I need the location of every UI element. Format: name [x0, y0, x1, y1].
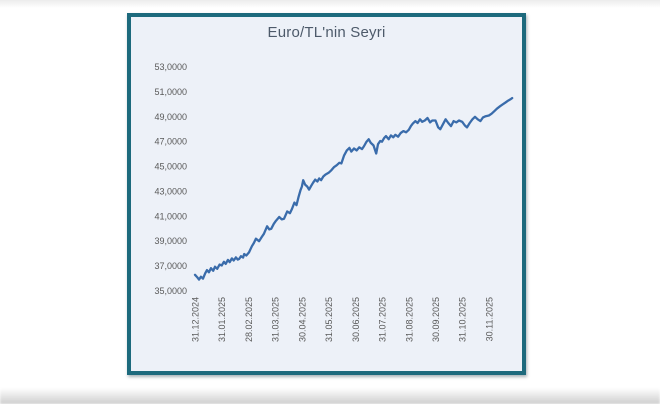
y-axis-tick-label: 47,0000: [154, 137, 187, 147]
x-axis-tick-label: 28.02.2025: [244, 297, 254, 342]
top-shadow: [0, 0, 660, 8]
x-axis-tick-label: 31.03.2025: [271, 297, 281, 342]
y-axis-tick-label: 49,0000: [154, 112, 187, 122]
x-axis-tick-label: 31.10.2025: [458, 297, 468, 342]
x-axis-tick-label: 31.07.2025: [378, 297, 388, 342]
x-axis-tick-label: 30.04.2025: [297, 297, 307, 342]
bottom-shadow: [0, 388, 660, 404]
line-series: [193, 96, 514, 281]
y-axis-tick-label: 51,0000: [154, 87, 187, 97]
y-axis-tick-label: 53,0000: [154, 62, 187, 72]
x-axis-tick-label: 31.08.2025: [404, 297, 414, 342]
x-axis-tick-label: 30.11.2025: [484, 297, 494, 341]
x-axis-tick-label: 30.06.2025: [351, 297, 361, 342]
y-axis-tick-label: 45,0000: [154, 162, 187, 172]
y-axis-tick-label: 37,0000: [154, 261, 187, 271]
chart-container: Euro/TL'nin Seyri 53,0000 51,0000 49,0000 4…: [127, 13, 526, 375]
line-chart-plot: 53,0000 51,0000 49,0000 47,0000 45,0000 43,00…: [154, 62, 514, 342]
y-axis-tick-label: 39,0000: [154, 236, 187, 246]
y-axis-tick-label: 35,0000: [154, 286, 187, 296]
x-axis-tick-label: 31.12.2024: [191, 297, 201, 342]
chart-title: Euro/TL'nin Seyri: [267, 24, 386, 41]
y-axis-tick-label: 43,0000: [154, 186, 187, 196]
x-axis-tick-label: 31.05.2025: [324, 297, 334, 342]
x-axis-tick-label: 31.01.2025: [217, 297, 227, 342]
x-axis-tick-label: 30.09.2025: [431, 297, 441, 342]
y-axis-tick-label: 41,0000: [154, 211, 187, 221]
